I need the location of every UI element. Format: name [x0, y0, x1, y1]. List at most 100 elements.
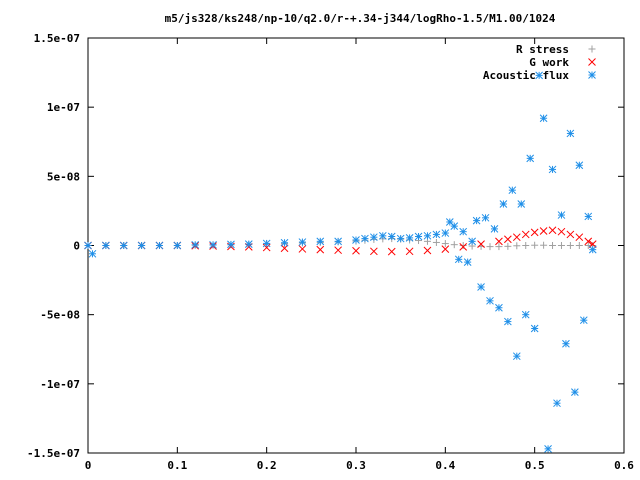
data-point: [566, 242, 574, 249]
data-point: [84, 241, 92, 250]
data-point: [548, 165, 557, 174]
data-point: [566, 129, 575, 138]
data-series: [84, 71, 597, 453]
y-tick-label: 1.5e-07: [34, 32, 80, 45]
data-point: [459, 243, 468, 251]
data-point: [526, 154, 535, 163]
data-point: [548, 226, 557, 235]
data-point: [370, 233, 378, 242]
data-point: [450, 241, 458, 249]
data-point: [316, 237, 325, 246]
data-point: [262, 239, 271, 248]
data-point: [495, 237, 503, 246]
data-point: [486, 243, 494, 251]
data-point: [504, 235, 512, 244]
data-point: [535, 71, 543, 80]
data-point: [512, 352, 521, 361]
x-tick-label: 0.2: [257, 459, 277, 472]
data-point: [571, 388, 579, 396]
y-tick-label: 5e-08: [47, 170, 80, 183]
data-point: [405, 247, 414, 256]
data-point: [539, 227, 548, 235]
data-point: [530, 228, 539, 237]
data-point: [490, 225, 499, 233]
legend-label: Acoustic flux: [483, 69, 569, 82]
y-tick-label: 1e-07: [47, 101, 80, 114]
data-point: [459, 227, 468, 236]
data-point: [396, 234, 405, 243]
data-point: [405, 234, 414, 242]
data-point: [459, 242, 467, 249]
data-point: [486, 296, 494, 305]
data-point: [137, 241, 146, 250]
data-point: [557, 227, 566, 236]
chart-title: m5/js328/ks248/np-10/q2.0/r-+.34-j344/lo…: [165, 12, 556, 25]
x-tick-label: 0.6: [614, 459, 634, 472]
data-point: [441, 245, 450, 253]
data-point: [513, 242, 521, 250]
data-point: [544, 444, 552, 453]
x-tick-label: 0: [85, 459, 92, 472]
data-point: [557, 211, 566, 219]
data-point: [522, 242, 530, 249]
data-point: [454, 255, 463, 264]
y-tick-label: 0: [73, 240, 80, 253]
data-point: [191, 240, 200, 249]
data-point: [575, 233, 584, 242]
legend-label: R stress: [516, 43, 569, 56]
data-point: [588, 240, 597, 248]
data-point: [370, 247, 378, 256]
data-point: [298, 245, 307, 253]
data-point: [588, 245, 597, 254]
data-point: [423, 246, 432, 255]
legend-marker: [588, 71, 596, 79]
data-point: [521, 230, 530, 239]
data-point: [531, 241, 539, 249]
data-point: [472, 216, 481, 225]
data-point: [499, 200, 508, 208]
legend-marker: [588, 58, 596, 66]
x-tick-label: 0.5: [525, 459, 545, 472]
data-point: [119, 241, 128, 250]
data-point: [423, 231, 432, 240]
data-point: [227, 240, 235, 249]
data-point: [334, 246, 342, 255]
data-point: [495, 243, 503, 251]
data-point: [553, 399, 561, 408]
data-point: [549, 242, 557, 249]
data-point: [512, 233, 521, 242]
data-point: [352, 236, 360, 244]
y-tick-label: -1.5e-07: [27, 447, 80, 460]
data-point: [88, 249, 97, 258]
data-point: [566, 230, 575, 239]
data-point: [450, 222, 459, 230]
legend-label: G work: [529, 56, 569, 69]
data-point: [334, 237, 342, 246]
data-point: [504, 242, 512, 250]
data-point: [477, 283, 485, 291]
x-tick-label: 0.4: [435, 459, 455, 472]
data-point: [584, 212, 593, 221]
data-point: [575, 242, 583, 249]
data-point: [521, 310, 530, 319]
data-point: [508, 186, 517, 195]
data-point: [298, 238, 307, 246]
data-point: [414, 232, 423, 241]
data-point: [173, 241, 182, 250]
y-tick-label: -5e-08: [40, 309, 80, 322]
data-point: [361, 234, 369, 243]
data-point: [209, 240, 217, 249]
data-point: [575, 161, 584, 170]
data-point: [495, 303, 503, 312]
data-point: [481, 213, 490, 222]
data-point: [504, 317, 512, 326]
data-point: [540, 241, 548, 249]
data-point: [562, 339, 570, 348]
data-point: [352, 246, 360, 255]
data-point: [584, 237, 593, 246]
data-point: [280, 244, 289, 253]
data-point: [539, 114, 548, 123]
x-tick-label: 0.1: [167, 459, 187, 472]
